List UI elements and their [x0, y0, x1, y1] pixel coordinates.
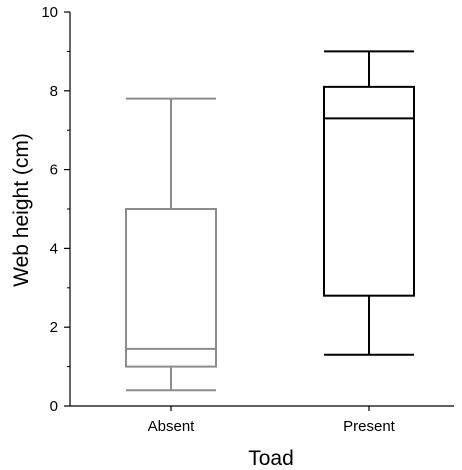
y-tick-label: 0 [50, 398, 58, 415]
y-tick-label: 8 [50, 83, 58, 100]
y-tick-label: 6 [50, 162, 58, 179]
x-tick-label: Absent [148, 418, 196, 435]
y-tick-label: 4 [50, 240, 58, 257]
x-ticks: Absent Present [148, 406, 396, 435]
x-axis-title: Toad [248, 447, 294, 470]
box-present [323, 50, 415, 356]
interquartile-box [125, 208, 217, 368]
box-absent [125, 97, 217, 392]
y-tick-label: 2 [50, 319, 58, 336]
y-axis-title: Web height (cm) [10, 133, 33, 287]
y-tick-label: 10 [41, 4, 58, 21]
interquartile-box [323, 85, 415, 297]
x-tick-label: Present [343, 418, 396, 435]
y-ticks: 0 2 4 6 8 10 [41, 4, 70, 415]
boxes [125, 50, 415, 392]
